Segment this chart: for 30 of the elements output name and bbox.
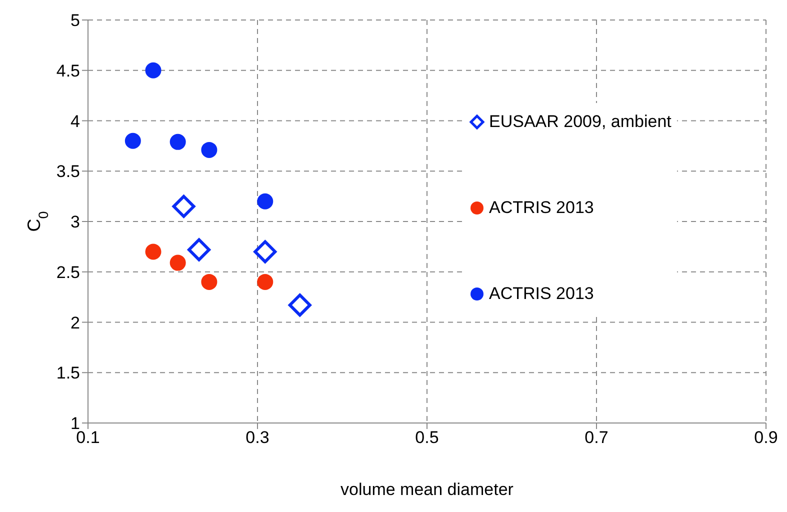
x-tick-label: 0.5 bbox=[415, 428, 439, 448]
point bbox=[170, 134, 186, 150]
point bbox=[170, 254, 186, 271]
point bbox=[124, 132, 141, 149]
point bbox=[201, 142, 218, 158]
y-tick-label: 3.5 bbox=[56, 162, 80, 182]
x-axis-title: volume mean diameter bbox=[340, 480, 514, 500]
y-tick-label: 2.5 bbox=[56, 262, 80, 282]
point bbox=[257, 193, 274, 210]
legend-label: ACTRIS 2013 bbox=[489, 198, 594, 218]
legend-label: EUSAAR 2009, ambient bbox=[489, 112, 672, 132]
point bbox=[257, 274, 274, 290]
y-tick-label: 2 bbox=[70, 313, 80, 332]
x-tick-label: 0.1 bbox=[76, 428, 100, 448]
point bbox=[188, 238, 211, 262]
point bbox=[145, 244, 162, 260]
x-tick-label: 0.9 bbox=[754, 428, 778, 448]
point bbox=[145, 62, 162, 78]
y-tick-label: 5 bbox=[70, 11, 80, 30]
y-tick-label: 4.5 bbox=[56, 61, 80, 80]
point bbox=[288, 294, 312, 317]
x-tick-label: 0.7 bbox=[584, 428, 608, 448]
y-tick-label: 4 bbox=[70, 112, 80, 131]
legend-label: ACTRIS 2013 bbox=[489, 284, 594, 304]
point bbox=[254, 240, 277, 264]
point bbox=[201, 274, 218, 290]
y-tick-label: 1.5 bbox=[56, 364, 80, 383]
point bbox=[172, 194, 196, 218]
y-tick-label: 3 bbox=[70, 212, 80, 232]
x-tick-label: 0.3 bbox=[246, 428, 270, 448]
